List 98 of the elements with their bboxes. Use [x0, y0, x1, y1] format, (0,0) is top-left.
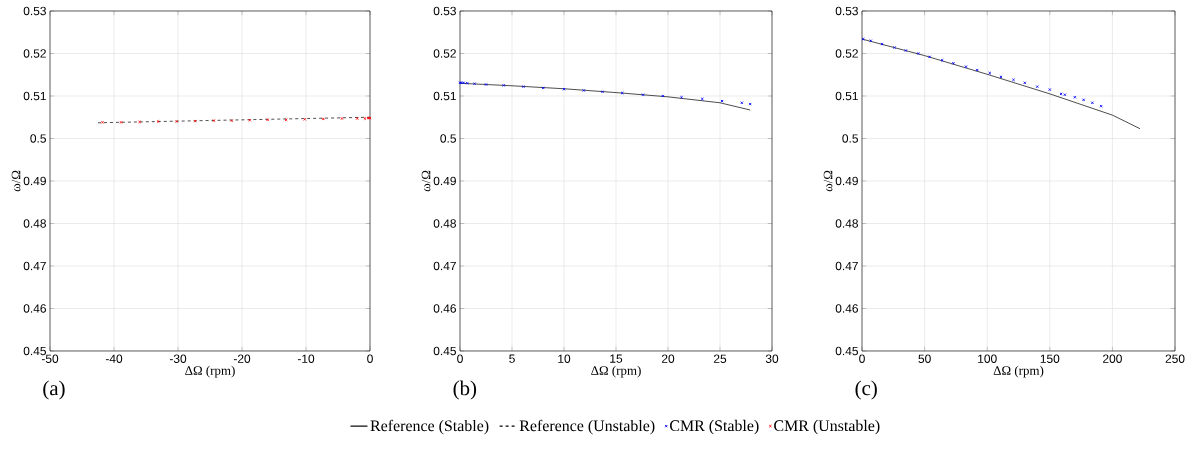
y-tick-label: 0.48 — [23, 219, 46, 228]
x-tick-label: 250 — [1165, 354, 1185, 363]
y-tick-label: 0.51 — [835, 91, 858, 101]
y-axis-title: ω/Ω — [823, 170, 833, 192]
point — [740, 101, 744, 105]
point — [869, 39, 873, 43]
point — [521, 85, 526, 89]
point — [562, 87, 566, 91]
y-tick-label: 0.48 — [835, 219, 858, 228]
point — [880, 42, 884, 46]
point — [1059, 92, 1063, 96]
text: (b) — [453, 380, 477, 400]
point — [999, 75, 1003, 79]
x-tick-label: 30 — [765, 354, 779, 363]
x-tick-label: 150 — [1040, 354, 1060, 363]
point — [940, 58, 944, 62]
point — [1023, 81, 1027, 85]
y-tick-label: 0.5 — [842, 134, 858, 143]
y-tick-label: 0.45 — [23, 346, 46, 356]
x-tick-label: 10 — [558, 354, 571, 363]
point — [700, 97, 704, 101]
point — [1073, 95, 1077, 99]
point — [620, 91, 624, 95]
point — [484, 82, 488, 87]
x-tick-label: -40 — [105, 354, 123, 363]
point — [661, 94, 665, 98]
x-tick-label: -30 — [169, 354, 187, 363]
point — [1082, 98, 1086, 102]
x-tick-label: 200 — [1103, 354, 1122, 363]
point — [975, 68, 979, 72]
y-tick-label: 0.47 — [835, 261, 858, 271]
point — [1099, 104, 1103, 108]
point — [951, 61, 955, 65]
point — [1090, 101, 1094, 105]
y-tick-label: 0.5 — [30, 134, 46, 143]
point — [720, 99, 724, 103]
y-tick-label: 0.48 — [433, 219, 456, 228]
x-axis-title: ΔΩ (rpm) — [993, 365, 1044, 378]
point — [928, 55, 932, 59]
point — [748, 102, 752, 106]
text: Reference (Unstable) — [519, 419, 655, 435]
x-tick-label: 0 — [859, 354, 865, 363]
x-tick-label: 20 — [661, 354, 675, 363]
y-tick-label: 0.46 — [433, 304, 456, 313]
y-tick-label: 0.49 — [433, 176, 456, 186]
point — [582, 88, 586, 93]
x-tick-label: -20 — [233, 354, 251, 363]
y-tick-label: 0.46 — [835, 304, 858, 313]
y-tick-label: 0.5 — [440, 134, 456, 143]
x-tick-label: -50 — [41, 354, 59, 363]
x-tick-label: 25 — [713, 354, 727, 363]
x-tick-label: 0 — [457, 354, 463, 363]
x-tick-label: 50 — [918, 354, 931, 363]
point — [502, 83, 506, 87]
point — [892, 45, 897, 50]
point — [641, 93, 645, 97]
y-tick-label: 0.47 — [433, 261, 456, 271]
y-tick-label: 0.53 — [433, 6, 456, 16]
legend-label: CMR (Stable) — [670, 419, 759, 435]
point — [988, 71, 992, 75]
point — [1011, 78, 1016, 82]
point — [472, 82, 477, 86]
y-axis-title: ω/Ω — [11, 170, 21, 192]
point — [904, 48, 908, 53]
x-axis-title: ΔΩ (rpm) — [591, 365, 641, 378]
y-tick-label: 0.51 — [23, 91, 46, 101]
y-axis-title: ω/Ω — [421, 170, 431, 192]
point — [1063, 93, 1067, 97]
y-tick-label: 0.53 — [23, 6, 46, 16]
y-tick-label: 0.52 — [433, 49, 456, 58]
y-tick-label: 0.45 — [835, 346, 858, 356]
point — [541, 86, 545, 90]
x-axis-title: ΔΩ (rpm) — [185, 365, 235, 378]
point — [679, 95, 684, 99]
y-tick-label: 0.47 — [23, 261, 46, 271]
legend-label: Reference (Stable) — [370, 419, 489, 435]
point — [916, 51, 920, 56]
x-tick-label: 15 — [610, 354, 623, 363]
y-tick-label: 0.45 — [433, 346, 456, 356]
y-tick-label: 0.46 — [23, 304, 46, 313]
y-tick-label: 0.52 — [23, 49, 46, 58]
text: (a) — [43, 380, 65, 400]
text: (c) — [855, 380, 877, 400]
text: CMR (Unstable) — [774, 419, 880, 435]
point — [861, 37, 865, 41]
y-tick-label: 0.52 — [835, 49, 858, 58]
x-tick-label: 5 — [509, 354, 515, 363]
y-tick-label: 0.49 — [835, 176, 858, 186]
point — [964, 65, 968, 69]
x-tick-label: 0 — [367, 354, 373, 363]
x-tick-label: 100 — [978, 354, 997, 363]
point — [1035, 85, 1039, 89]
y-tick-label: 0.53 — [835, 6, 858, 16]
point — [1048, 88, 1052, 92]
y-tick-label: 0.51 — [433, 91, 456, 101]
y-tick-label: 0.49 — [23, 176, 46, 186]
x-tick-label: -10 — [297, 354, 315, 363]
point — [600, 90, 605, 94]
